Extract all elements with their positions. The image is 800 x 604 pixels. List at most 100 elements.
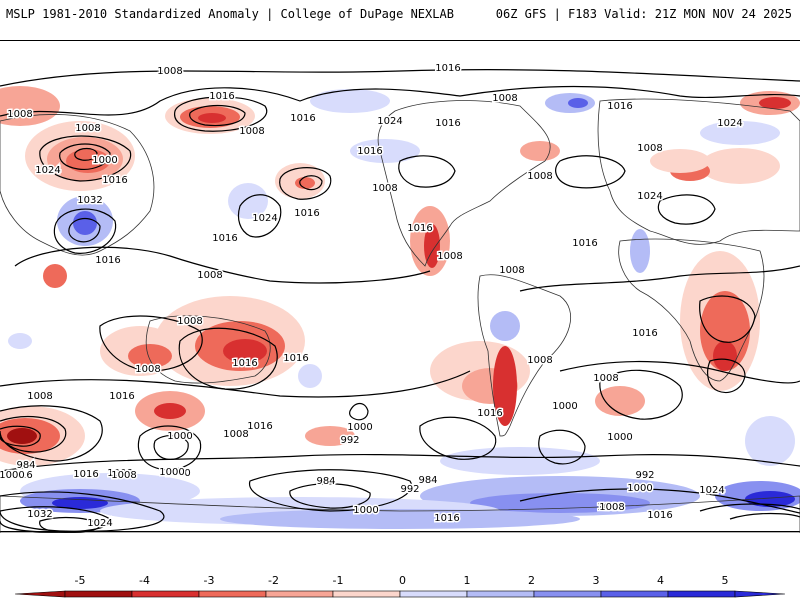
isobar-label: 1016 [357, 146, 382, 157]
isobar-label: 1016 [109, 391, 134, 402]
isobar-label: 1016 [212, 233, 237, 244]
isobar-label: 1000 [347, 422, 372, 433]
isobar-label: 1016 [632, 328, 657, 339]
isobar-label: 1016 [647, 510, 672, 521]
isobar-label: 1000 [0, 470, 25, 481]
isobar-line [699, 295, 756, 343]
isobar-label: 1008 [7, 109, 32, 120]
isobar-label: 992 [400, 484, 419, 495]
colorbar-box [600, 590, 669, 598]
isobar-label: 1008 [527, 171, 552, 182]
anomaly-area [745, 416, 795, 466]
colorbar-tick-label: -4 [139, 574, 150, 587]
map-title: MSLP 1981-2010 Standardized Anomaly | Co… [6, 7, 454, 21]
isobar-line [39, 135, 132, 182]
isobar-label: 1008 [107, 468, 132, 479]
isobar-label: 1024 [87, 518, 112, 529]
colorbar-tick-labels: -5 -4 -3 -2 -1 0 1 2 3 4 5 [75, 574, 729, 587]
anomaly-area [424, 224, 440, 268]
isobar-label: 1008 [593, 373, 618, 384]
colorbar-tick-label: 1 [464, 574, 471, 587]
colorbar-box [399, 590, 468, 598]
colorbar-boxes [14, 590, 786, 598]
isobar-label: 1016 [232, 358, 257, 369]
isobar-label: 1016 [434, 513, 459, 524]
isobar-label: 1016 [283, 353, 308, 364]
isobar-label: 1008 [437, 251, 462, 262]
isobar-label: 992 [340, 435, 359, 446]
isobar-line [519, 488, 800, 514]
anomaly-area [440, 447, 600, 475]
isobar-line [0, 425, 41, 447]
colorbar-extend-low [14, 590, 66, 598]
anomaly-area [650, 149, 710, 173]
colorbar-box [265, 590, 334, 598]
isobar-line [289, 483, 371, 509]
isobar-label: 1000 [627, 483, 652, 494]
isobar-line [519, 265, 800, 292]
isobar-label: 984 [418, 475, 437, 486]
isobar-line [53, 208, 117, 254]
isobar-line [153, 435, 189, 460]
isobar-label: 1008 [499, 265, 524, 276]
anomaly-area [298, 364, 322, 388]
isobar-label: 1000 [92, 155, 117, 166]
anomaly-area [520, 141, 560, 161]
isobar-line [729, 512, 800, 520]
isobar-label: 1008 [372, 183, 397, 194]
isobar-label: 1016 [209, 91, 234, 102]
colorbar-box [533, 590, 602, 598]
isobar-label: 1000 [353, 505, 378, 516]
isobar-label: 1016 [290, 113, 315, 124]
isobar-label: 1016 [435, 118, 460, 129]
coast-asia-west [0, 114, 155, 256]
anomaly-area [490, 311, 520, 341]
isobar-label: 1008 [27, 391, 52, 402]
isobar-line [178, 327, 278, 390]
isobar-line [555, 155, 626, 189]
isobar-label: 1016 [73, 469, 98, 480]
anomaly-area [493, 346, 517, 426]
isobar-line [0, 416, 67, 453]
isobar-line [74, 147, 98, 161]
anomaly-area [700, 121, 780, 145]
isobar-label: 1016 [294, 208, 319, 219]
colorbar-box [64, 590, 133, 598]
isobar-label: 1016 [435, 63, 460, 74]
isobar-label: 1000 [607, 432, 632, 443]
colorbar-tick-label: 4 [657, 574, 664, 587]
isobar-label: 1008 [157, 66, 182, 77]
colorbar-box [466, 590, 535, 598]
anomaly-area [198, 113, 226, 123]
isobar-line [0, 69, 800, 87]
colorbar-tick-label: 5 [722, 574, 729, 587]
anomaly-area [0, 86, 60, 126]
isobar-line [657, 194, 716, 225]
isobar-line [0, 506, 111, 533]
isobar-label: 1016 [477, 408, 502, 419]
colorbar-box [332, 590, 401, 598]
colorbar-tick-label: -2 [268, 574, 279, 587]
isobar-label: 1000 [167, 431, 192, 442]
isobar-label: 1008 [597, 502, 622, 513]
isobar-label: 1000 [159, 467, 184, 478]
isobar-labels: 1008 1016 1008 1008 1016 1008 1016 1024 1008 1016… [0, 62, 744, 531]
isobar-line [538, 429, 586, 465]
colorbar: -5 -4 -3 -2 -1 0 1 2 3 4 5 [0, 568, 800, 600]
anomaly-area [7, 428, 37, 444]
isobar-line [0, 453, 800, 472]
coast-south-america [477, 274, 571, 437]
isobar-label: 1008 [492, 93, 517, 104]
colorbar-tick-label: 2 [528, 574, 535, 587]
anomaly-area [8, 333, 32, 349]
anomaly-area [228, 183, 268, 219]
isobar-label: 1008 [599, 502, 624, 513]
colorbar-tick-label: -1 [333, 574, 344, 587]
colorbar-tick-label: -5 [75, 574, 86, 587]
isobar-label: 1032 [27, 509, 52, 520]
isobar-line [249, 469, 413, 512]
anomaly-area [220, 509, 580, 529]
isobar-label: 1008 [75, 123, 100, 134]
coast-africa [618, 238, 765, 382]
isobar-line [559, 360, 800, 384]
